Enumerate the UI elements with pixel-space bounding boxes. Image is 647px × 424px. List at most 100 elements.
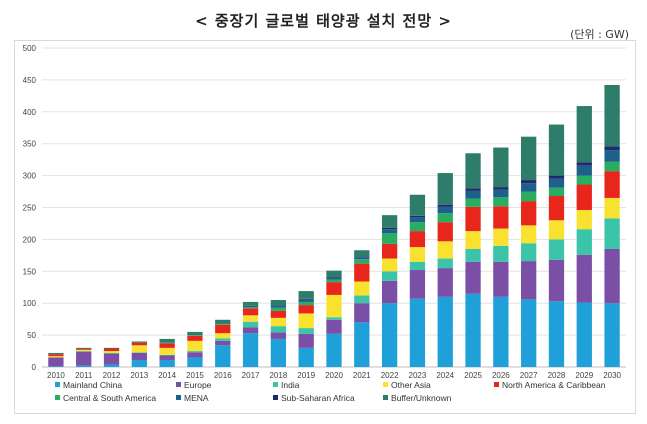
bar-segment (131, 352, 147, 353)
bar-segment (548, 175, 565, 179)
bar-segment (521, 261, 537, 300)
bar-segment (298, 313, 314, 329)
bar-segment (465, 190, 481, 199)
bar-segment (521, 201, 537, 226)
bar-segment (326, 282, 342, 295)
bar-segment (437, 206, 453, 214)
bar-segment (521, 180, 537, 184)
bar-segment (326, 279, 342, 283)
bar-segment (270, 338, 287, 367)
bar-segment (381, 271, 398, 281)
legend-label: Buffer/Unknown (391, 393, 452, 403)
bar-segment (576, 165, 592, 176)
x-tick-label: 2030 (603, 371, 621, 380)
bar-segment (381, 233, 398, 244)
bar-segment (103, 351, 120, 353)
bar-segment (437, 241, 453, 259)
bar-segment (493, 245, 509, 262)
stacked-bar-chart: 0 50 100 150 200 250 300 350 400 450 500 2010 2011 20… (23, 44, 626, 403)
x-tick-label: 2023 (409, 371, 427, 380)
x-tick-label: 2016 (214, 371, 232, 380)
bar-segment (465, 206, 481, 232)
bar-segment (76, 347, 92, 349)
y-tick-label: 150 (23, 267, 37, 276)
bar-segment (298, 305, 314, 314)
bar-segment (409, 247, 426, 262)
bar-segment (354, 257, 370, 260)
bar-segment (159, 355, 175, 360)
bar-segment (159, 338, 175, 343)
bar-segment (48, 356, 64, 358)
legend-swatch (383, 395, 388, 400)
bar-segment (604, 303, 620, 367)
legend-swatch (273, 395, 278, 400)
bar-segment (409, 270, 426, 299)
x-tick-label: 2019 (297, 371, 315, 380)
y-tick-label: 450 (23, 76, 37, 85)
bar-segment (215, 345, 231, 367)
bar-segment (159, 342, 175, 343)
legend-label: Other Asia (391, 380, 431, 390)
bar-segment (354, 322, 370, 367)
bar-segment (215, 319, 231, 324)
bar-segment (326, 270, 342, 278)
bar-segment (48, 352, 64, 355)
bar-segment (242, 308, 259, 316)
x-tick-label: 2011 (75, 371, 93, 380)
bar-segment (187, 335, 203, 336)
unit-label: (단위 : GW) (570, 28, 629, 41)
bar-segment (215, 340, 231, 346)
bar-segment (131, 359, 147, 367)
bar-segment (242, 306, 259, 308)
legend-swatch (176, 395, 181, 400)
bar-segment (465, 293, 481, 367)
legend-label: North America & Caribbean (502, 380, 606, 390)
bar-segment (465, 231, 481, 249)
bar-segment (354, 295, 370, 304)
bar-segment (270, 305, 287, 306)
bar-segment (242, 321, 259, 328)
bar-segment (76, 348, 92, 350)
bar-segment (604, 248, 620, 304)
bar-segment (270, 307, 287, 311)
bar-segment (103, 352, 120, 354)
bar-segment (298, 333, 314, 348)
bar-segment (381, 258, 398, 272)
y-tick-label: 0 (32, 363, 37, 372)
bar-segment (576, 184, 592, 211)
bar-segment (215, 323, 231, 325)
bar-segment (493, 206, 509, 229)
bar-segment (465, 248, 481, 262)
bar-segment (76, 351, 92, 352)
x-tick-label: 2012 (103, 371, 121, 380)
legend-swatch (176, 382, 181, 387)
bar-segment (409, 215, 426, 218)
bar-segment (298, 299, 314, 302)
bar-segment (409, 194, 426, 216)
bar-segment (493, 147, 509, 188)
x-tick-label: 2010 (47, 371, 65, 380)
x-tick-label: 2024 (436, 371, 454, 380)
legend-label: Sub-Saharan Africa (281, 393, 355, 403)
x-tick-label: 2026 (492, 371, 510, 380)
bar-segment (159, 347, 175, 355)
bar-segment (215, 333, 231, 339)
legend-swatch (55, 395, 60, 400)
bar-segment (576, 254, 592, 303)
bar-segment (521, 299, 537, 367)
y-tick-label: 50 (27, 331, 36, 340)
bar-segment (270, 305, 287, 308)
bar-segment (521, 225, 537, 244)
y-tick-label: 200 (23, 235, 37, 244)
bar-segment (326, 294, 342, 318)
bar-segment (326, 277, 342, 280)
bar-segment (409, 231, 426, 248)
legend-swatch (383, 382, 388, 387)
bar-segment (548, 259, 565, 302)
bar-segment (159, 342, 175, 344)
bar-segment (521, 243, 537, 262)
y-tick-label: 350 (23, 140, 37, 149)
bar-segment (326, 319, 342, 334)
bar-segment (131, 352, 147, 360)
bar-segment (215, 338, 231, 341)
